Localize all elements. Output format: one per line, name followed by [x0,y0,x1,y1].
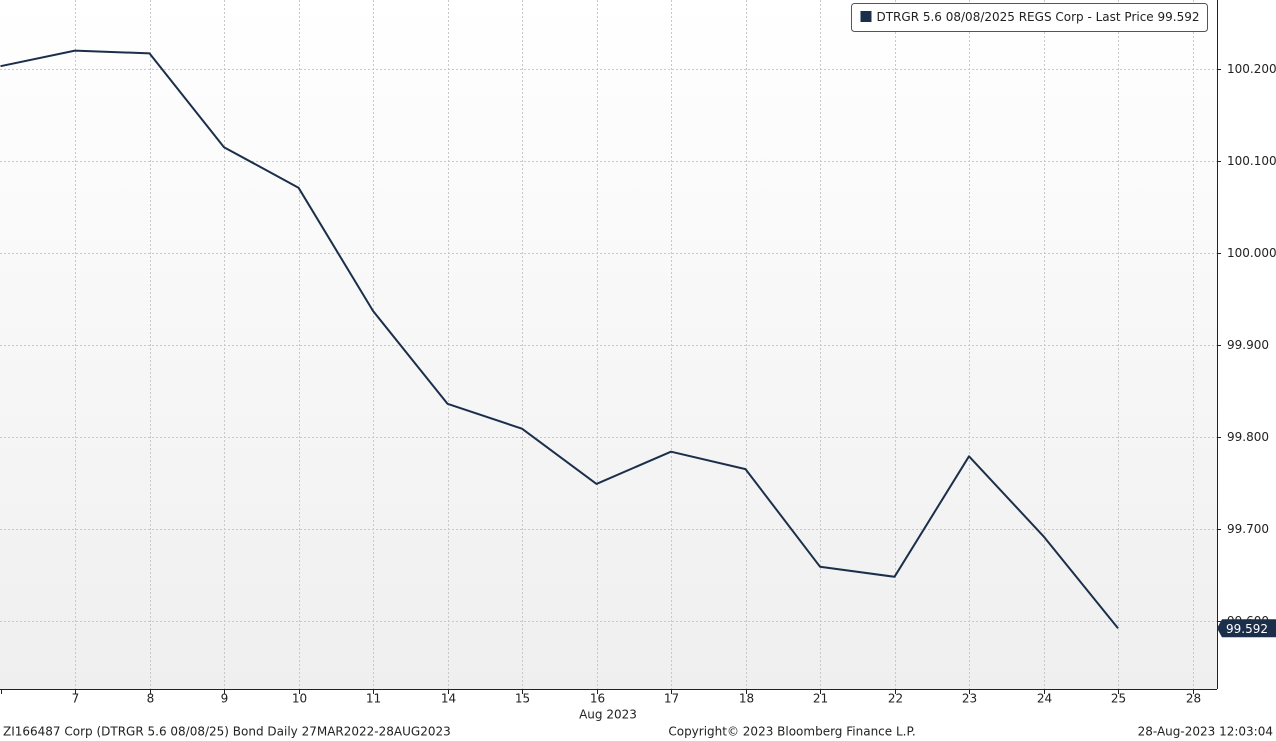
x-tick-label: 18 [739,692,754,706]
legend: DTRGR 5.6 08/08/2025 REGS Corp - Last Pr… [850,3,1208,32]
x-tick-label: 8 [147,692,155,706]
x-tick-label: 15 [515,692,530,706]
legend-swatch [860,11,872,22]
y-tick-label: 99.900 [1227,338,1269,352]
x-tick-label: 14 [441,692,456,706]
footer-right: 28-Aug-2023 12:03:04 [1138,725,1273,739]
x-tick-label: 9 [221,692,229,706]
x-tick-label: 22 [888,692,903,706]
y-tick-label: 100.100 [1227,154,1276,168]
x-tick-label: 28 [1186,692,1201,706]
legend-box [850,3,1208,32]
x-tick-label: 11 [366,692,381,706]
x-tick-label: 10 [292,692,307,706]
price-line [0,49,1119,629]
x-tick-label: 21 [813,692,828,706]
x-tick-label: 7 [72,692,80,706]
x-tick-label: 25 [1111,692,1126,706]
last-price-badge-shape [1217,619,1276,638]
plot-background [0,0,1217,689]
x-axis-label: Aug 2023 [579,708,637,722]
x-tick-label: 16 [590,692,605,706]
footer-left: ZI166487 Corp (DTRGR 5.6 08/08/25) Bond … [3,725,451,739]
legend-label: DTRGR 5.6 08/08/2025 REGS Corp - Last Pr… [876,10,1199,24]
last-price-label: 99.592 [1226,622,1268,636]
y-tick-label: 100.000 [1227,246,1276,260]
last-price-badge: 99.592 [1217,619,1276,638]
x-tick-label: 24 [1037,692,1052,706]
y-tick-label: 99.800 [1227,430,1269,444]
y-tick-label: 99.700 [1227,522,1269,536]
x-tick-label: 17 [664,692,679,706]
footer-center: Copyright© 2023 Bloomberg Finance L.P. [668,725,915,739]
y-tick-label: 100.200 [1227,62,1276,76]
x-tick-label: 23 [962,692,977,706]
